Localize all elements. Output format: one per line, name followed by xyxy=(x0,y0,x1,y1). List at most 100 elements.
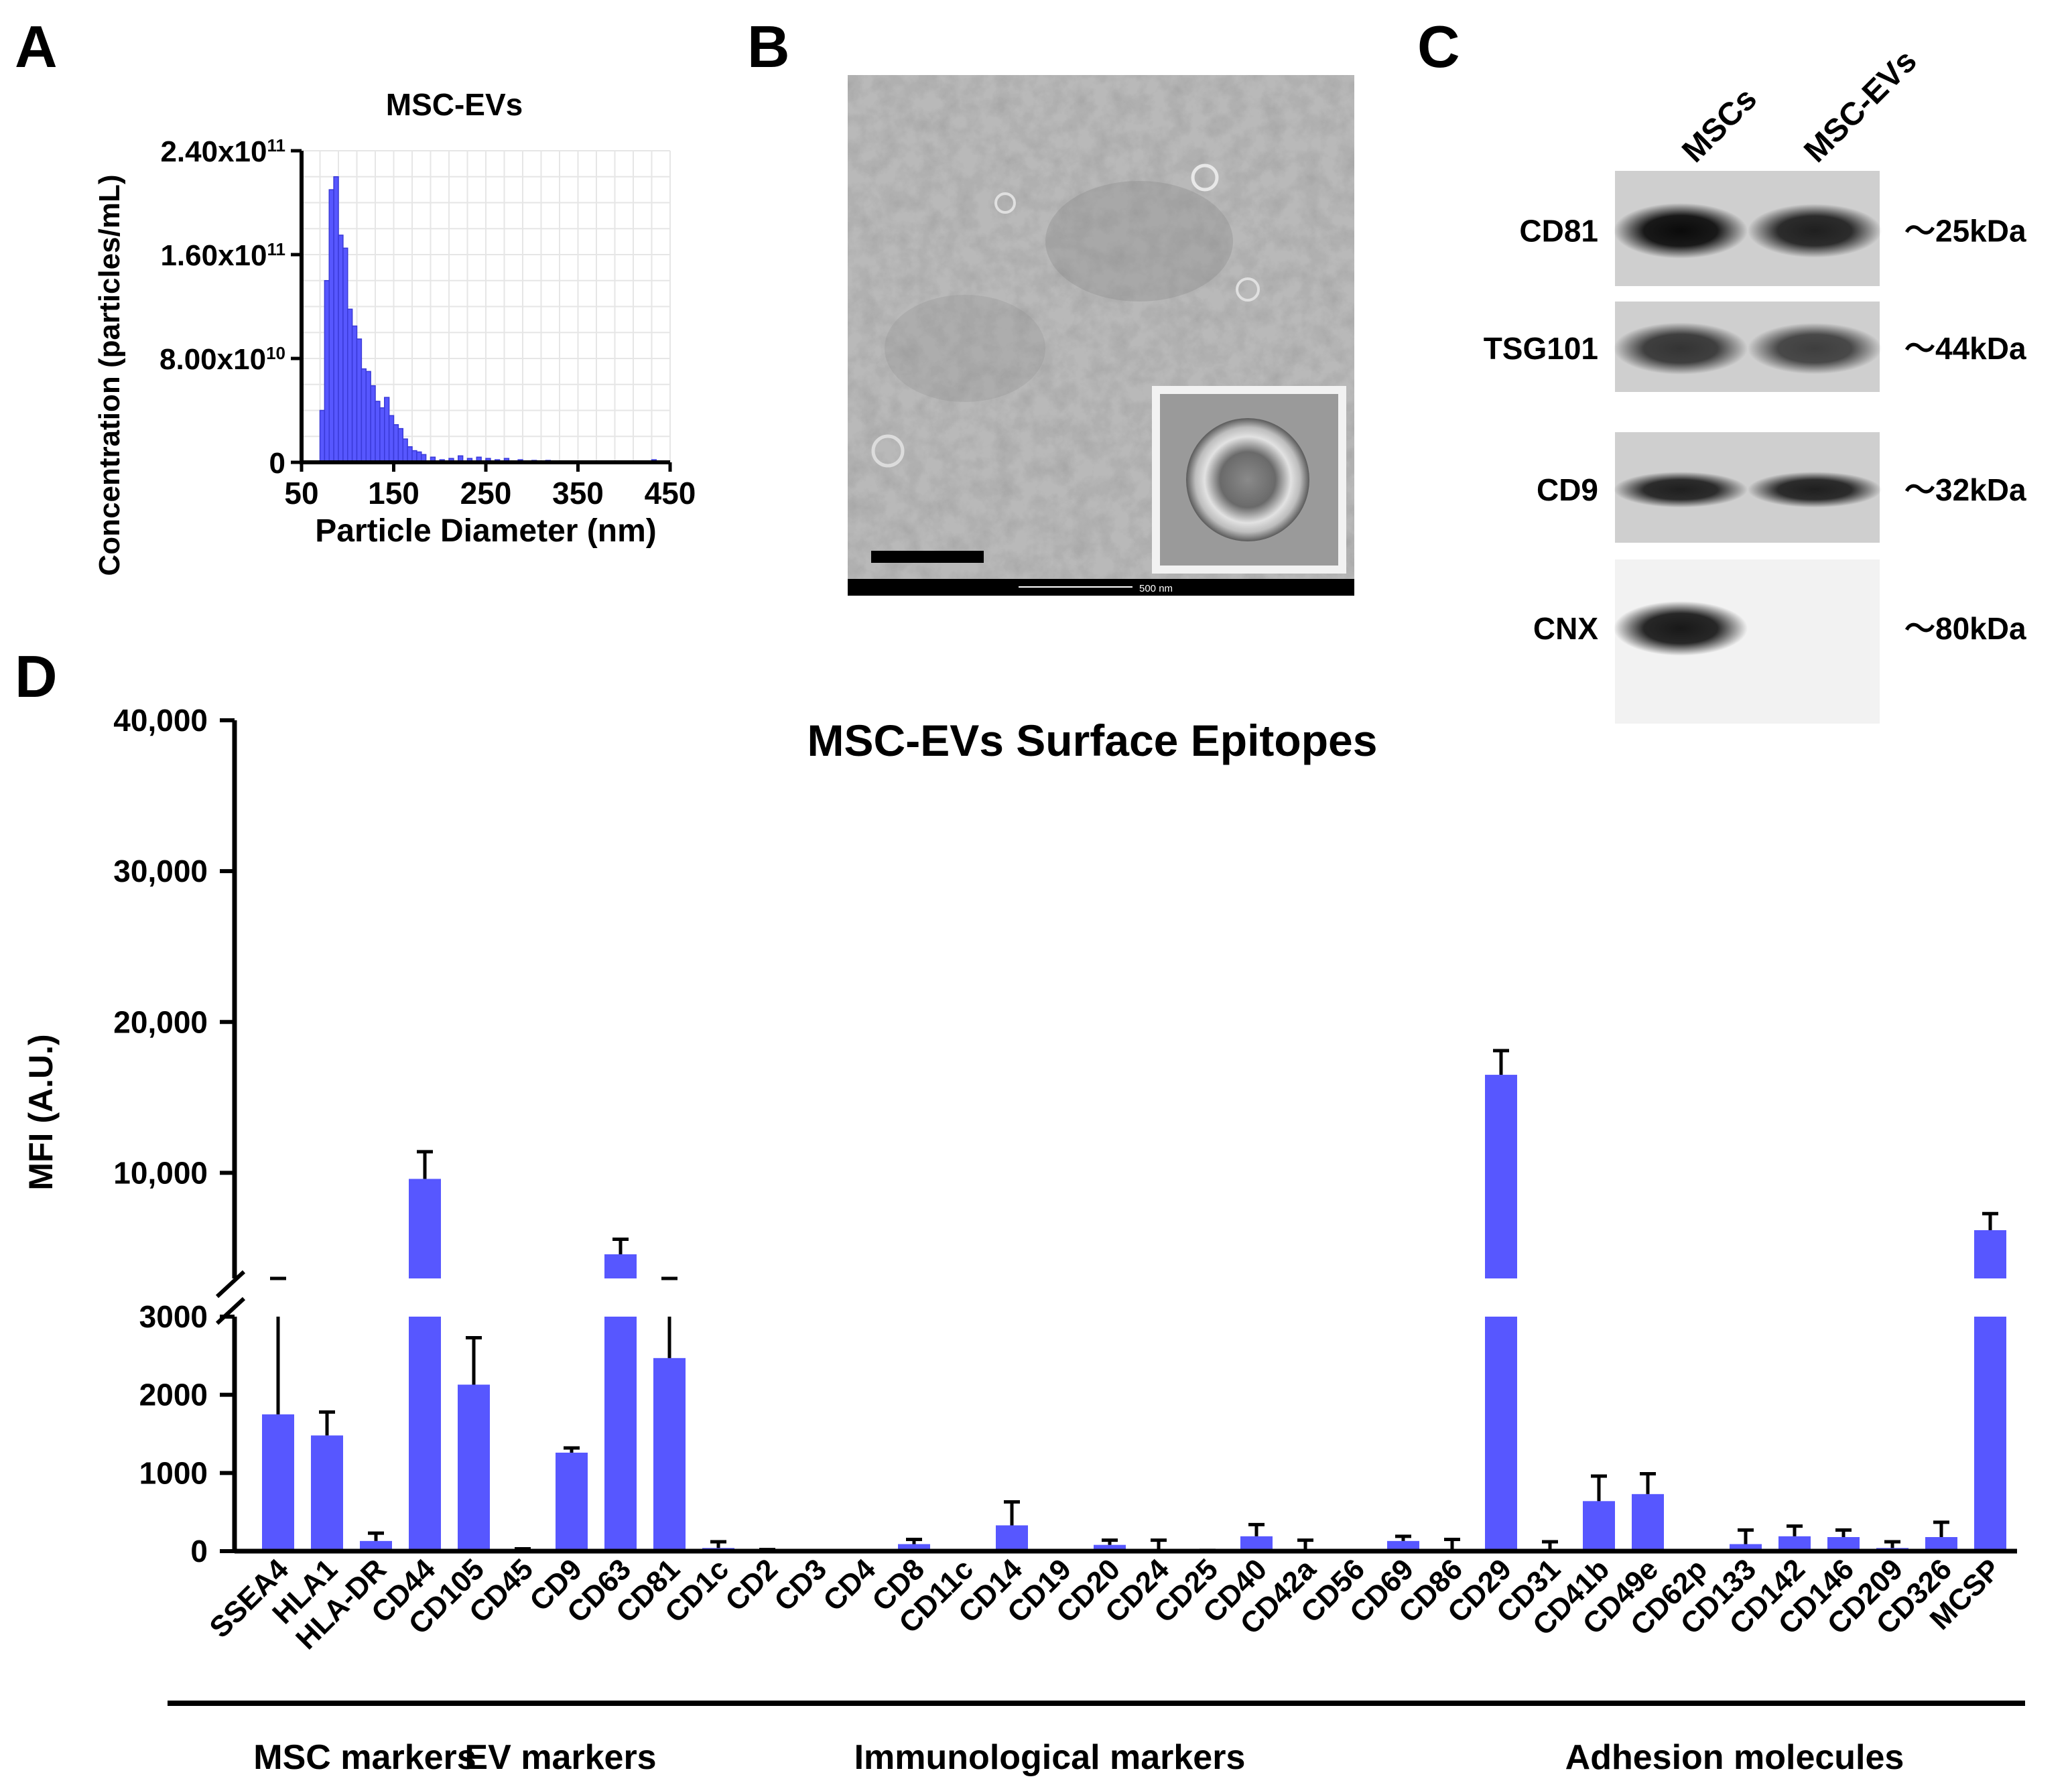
hist-y-label: Concentration (particles/mL) xyxy=(93,175,126,576)
epitope-bar-lower xyxy=(1240,1536,1273,1551)
panel-letter-d: D xyxy=(15,643,58,710)
tem-vesicle xyxy=(1236,277,1260,302)
epitope-bar-cd8 xyxy=(898,1538,930,1551)
blot-size-label: ～32kDa xyxy=(1904,472,2026,507)
hist-x-ticks: 50 150 250 350 450 xyxy=(284,462,696,511)
epitope-y-tick-label: 2000 xyxy=(139,1378,208,1412)
epitope-bar-mcsp xyxy=(1974,1211,2006,1551)
tem-footer-scale-label: 500 nm xyxy=(1139,583,1173,594)
epitope-bar-upper xyxy=(1485,1075,1517,1278)
epitope-bar-lower xyxy=(1485,1317,1517,1551)
epitope-bar-lower xyxy=(262,1414,294,1551)
hist-bar xyxy=(397,427,403,463)
panel-letter-b: B xyxy=(747,13,790,80)
panel-letter-c: C xyxy=(1417,13,1460,80)
epitope-bar-cd20 xyxy=(1094,1538,1126,1551)
epitope-bar-lower xyxy=(1925,1537,1957,1551)
tem-inset-vesicle xyxy=(1186,418,1309,541)
epitope-bar-cd29 xyxy=(1485,1049,1517,1551)
epitope-bar-cd63 xyxy=(604,1237,637,1551)
hist-bar xyxy=(328,189,334,463)
epitope-bar-lower xyxy=(458,1384,490,1551)
epitope-bar-cd44 xyxy=(409,1150,441,1551)
tem-shadow xyxy=(1045,181,1233,302)
blot-row-cnx: CNX ～80kDa xyxy=(1533,559,2026,724)
epitope-y-tick-label: 30,000 xyxy=(113,854,208,888)
hist-bars xyxy=(319,176,657,463)
hist-bar xyxy=(407,446,413,463)
epitope-bar-upper xyxy=(604,1254,637,1278)
epitope-bar-cd146 xyxy=(1827,1528,1860,1551)
blot-col-label-mscs: MSCs xyxy=(1675,81,1764,170)
tem-vesicle xyxy=(994,192,1016,214)
blot-band xyxy=(1748,322,1882,375)
hist-bar xyxy=(388,415,395,463)
epitope-bars xyxy=(262,1049,2006,1552)
epitope-bar-lower xyxy=(1974,1317,2006,1551)
epitope-bar-cd41b xyxy=(1583,1474,1615,1551)
epitope-y-tick-label: 3000 xyxy=(139,1299,208,1334)
blot-size-label: ～25kDa xyxy=(1904,213,2026,248)
blot-row-cd81: CD81 ～25kDa xyxy=(1519,171,2026,286)
epitope-bar-lower xyxy=(1778,1536,1811,1551)
epitope-x-label: CD2 xyxy=(719,1552,784,1617)
epitope-bar-cd40 xyxy=(1240,1522,1273,1551)
hist-title: MSC-EVs xyxy=(386,87,523,122)
epitope-bar-cd133 xyxy=(1730,1528,1762,1551)
blot-size-label: ～80kDa xyxy=(1904,611,2026,646)
hist-x-label: Particle Diameter (nm) xyxy=(315,513,657,549)
hist-x-tick-label: 150 xyxy=(368,476,419,511)
blot-size-label: ～44kDa xyxy=(1904,331,2026,366)
epitope-bar-cd326 xyxy=(1925,1520,1957,1551)
axis-break-mark xyxy=(215,1297,246,1325)
group-label: EV markers xyxy=(464,1738,656,1777)
hist-bar xyxy=(365,371,371,463)
epitope-bar-lower xyxy=(1730,1544,1762,1551)
hist-x-tick-label: 50 xyxy=(284,476,318,511)
epitope-bar-ssea4 xyxy=(262,1276,294,1551)
epitope-bar-lower xyxy=(311,1435,343,1551)
hist-y-tick-label: 0 xyxy=(269,447,285,480)
epitope-bar-lower xyxy=(1632,1494,1664,1551)
hist-bar xyxy=(370,385,376,463)
hist-bar xyxy=(338,235,344,463)
epitope-y-tick-label: 1000 xyxy=(139,1455,208,1490)
epitope-bar-lower xyxy=(1827,1537,1860,1551)
hist-bar xyxy=(379,407,385,463)
hist-bar xyxy=(347,308,353,463)
epitope-x-labels: SSEA4HLA1HLA-DRCD44CD105CD45CD9CD63CD81C… xyxy=(203,1552,2007,1656)
hist-bar xyxy=(333,176,339,463)
epitope-x-label: CD4 xyxy=(817,1552,882,1617)
epitope-bar-lower xyxy=(1094,1544,1126,1551)
epitope-bar-hla-dr xyxy=(360,1531,392,1551)
epitope-bar-lower xyxy=(1583,1501,1615,1551)
epitope-bar-lower xyxy=(653,1358,686,1551)
blot-row-label: CD9 xyxy=(1537,472,1598,507)
epitope-bar-lower xyxy=(360,1540,392,1551)
epitope-bar-lower xyxy=(996,1525,1028,1551)
hist-bar xyxy=(361,368,367,463)
epitope-bar-cd14 xyxy=(996,1500,1028,1551)
epitope-bar-cd105 xyxy=(458,1336,490,1551)
blot-band xyxy=(1614,203,1748,259)
blot-row-label: CNX xyxy=(1533,611,1598,646)
blot-row-cd9: CD9 ～32kDa xyxy=(1537,432,2026,543)
hist-bar xyxy=(384,397,390,463)
epitope-bar-lower xyxy=(1387,1540,1419,1551)
epitope-y-tick-label: 40,000 xyxy=(113,703,208,738)
panel-a-histogram: MSC-EVs 50 150 250 350 450 0 8.00x1010 1.60x10… xyxy=(93,87,696,576)
hist-x-tick-label: 450 xyxy=(645,476,696,511)
panel-d-bar-chart: MSC-EVs Surface Epitopes MFI (A.U.) 0 100… xyxy=(22,703,2025,1777)
blot-row-label: TSG101 xyxy=(1484,331,1598,366)
hist-bar xyxy=(351,325,358,463)
blot-band xyxy=(1614,322,1748,375)
epitope-bar-cd81 xyxy=(653,1276,686,1551)
epitopes-y-label: MFI (A.U.) xyxy=(22,1034,60,1190)
hist-x-tick-label: 350 xyxy=(552,476,604,511)
epitope-bar-lower xyxy=(604,1317,637,1551)
epitope-y-tick-label: 0 xyxy=(190,1534,208,1569)
epitope-x-label: CD3 xyxy=(768,1552,833,1617)
epitope-bar-upper xyxy=(409,1179,441,1278)
